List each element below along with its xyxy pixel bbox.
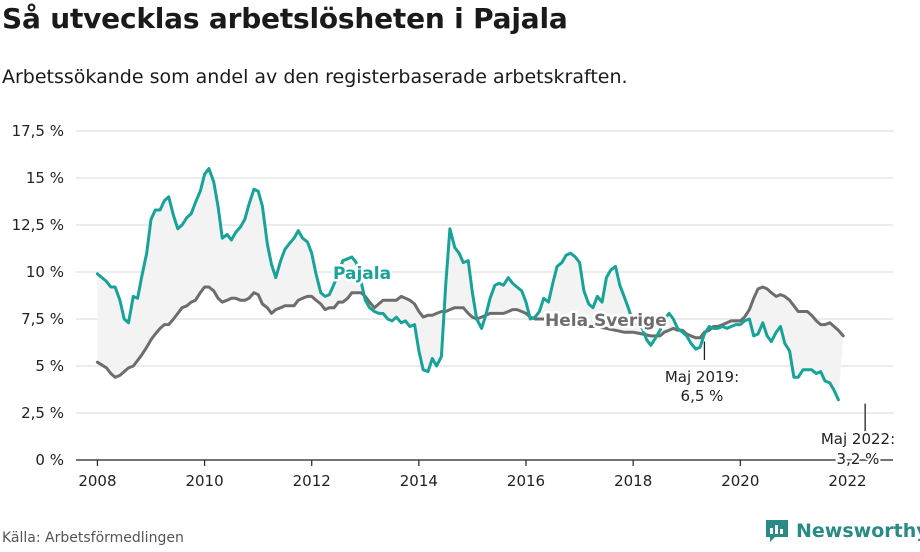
axis-layer: 0 % 2,5 % 5 % 7,5 % 10 % 12,5 % 15 % 17,5 % 2008… (12, 122, 893, 490)
series-line-sverige (95, 285, 845, 379)
chart-subtitle: Arbetssökande som andel av den registerb… (2, 66, 628, 88)
y-tick-label: 15 % (26, 169, 64, 187)
annotation-may-2022-label: Maj 2022: (821, 430, 895, 448)
y-tick-label: 2,5 % (21, 404, 64, 422)
x-tick-label: 2014 (400, 472, 438, 490)
x-tick-label: 2018 (614, 472, 652, 490)
y-tick-label: 17,5 % (12, 122, 64, 140)
y-tick-label: 12,5 % (12, 216, 64, 234)
x-tick-label: 2016 (507, 472, 545, 490)
annotation-may-2019-value: 6,5 % (681, 387, 724, 405)
series-line-pajala (95, 167, 840, 402)
y-tick-label: 7,5 % (21, 310, 64, 328)
x-tick-label: 2008 (78, 472, 116, 490)
brand-name: Newsworthy (796, 520, 920, 542)
y-tick-label: 5 % (35, 357, 64, 375)
y-tick-label: 10 % (26, 263, 64, 281)
annotation-may-2019-label: Maj 2019: (665, 368, 739, 386)
x-tick-label: 2022 (828, 472, 866, 490)
annotation-may-2022-value: 3,2 % (837, 450, 880, 468)
y-tick-label: 0 % (35, 451, 64, 469)
annotation-layer: Pajala Hela Sverige Maj 2019:6,5 % Maj 2022… (331, 262, 898, 471)
chart-title: Så utvecklas arbetslösheten i Pajala (2, 2, 568, 35)
brand-logo: Newsworthy (764, 518, 920, 544)
x-tick-label: 2010 (185, 472, 223, 490)
series-label-sverige: Hela Sverige (545, 311, 667, 331)
newsworthy-logo-icon (766, 520, 788, 542)
series-layer (95, 167, 845, 402)
series-label-pajala: Pajala (333, 264, 391, 284)
x-tick-label: 2020 (721, 472, 759, 490)
x-tick-label: 2012 (293, 472, 331, 490)
source-note: Källa: Arbetsförmedlingen (2, 530, 184, 546)
